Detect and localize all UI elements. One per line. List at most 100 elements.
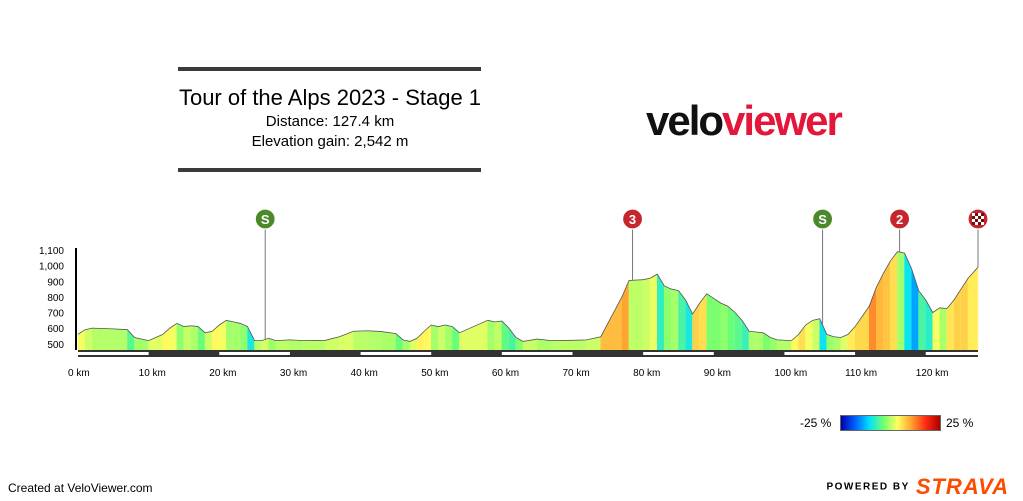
logo-part-viewer: viewer <box>722 97 843 144</box>
created-at-text[interactable]: Created at VeloViewer.com <box>8 481 153 495</box>
finish-flag-cell <box>975 222 978 225</box>
profile-segment <box>233 321 241 351</box>
profile-segment <box>819 318 828 351</box>
profile-segment <box>303 340 326 351</box>
profile-segment <box>600 296 623 351</box>
finish-flag-cell <box>978 222 981 225</box>
profile-segment <box>551 340 573 351</box>
distance-bar-stripe <box>219 352 290 355</box>
finish-flag-cell <box>978 213 981 216</box>
powered-by-strava[interactable]: POWERED BY STRAVA <box>826 474 1009 500</box>
sprint-marker-icon <box>811 208 834 230</box>
finish-flag-cell <box>975 216 978 219</box>
profile-segment <box>649 273 658 351</box>
profile-segment <box>423 324 432 351</box>
profile-segment <box>960 277 969 351</box>
profile-segment <box>734 311 743 351</box>
y-tick-label: 1,100 <box>39 246 64 257</box>
x-tick-label: 30 km <box>280 368 307 379</box>
x-axis-labels: 0 km 10 km 20 km 30 km 40 km 50 km 60 km 70 km 8… <box>68 368 949 379</box>
profile-segment <box>720 302 729 351</box>
distance-bar-stripe <box>78 352 149 355</box>
profile-segment <box>289 339 305 351</box>
x-tick-label: 120 km <box>916 368 949 379</box>
profile-segment <box>777 339 792 351</box>
profile-segment <box>438 324 446 351</box>
profile-segment <box>890 250 898 351</box>
profile-segment <box>664 285 672 351</box>
finish-flag-cell <box>978 219 981 222</box>
profile-segment <box>211 324 220 351</box>
profile-segment <box>77 329 86 351</box>
profile-segment <box>791 333 799 351</box>
profile-segment <box>254 340 262 351</box>
profile-segment <box>642 277 651 351</box>
profile-outline-line <box>77 251 979 342</box>
profile-segment <box>572 339 587 351</box>
profile-segment <box>275 339 291 351</box>
profile-segment <box>854 305 870 351</box>
x-tick-label: 80 km <box>633 368 660 379</box>
x-tick-label: 0 km <box>68 368 90 379</box>
veloviewer-logo: veloviewer <box>646 96 843 146</box>
profile-segment <box>939 307 948 351</box>
marker-label: 3 <box>629 212 636 227</box>
profile-segment <box>812 318 821 351</box>
legend-max-label: 25 % <box>946 416 974 430</box>
x-tick-label: 10 km <box>139 368 166 379</box>
x-tick-label: 70 km <box>563 368 590 379</box>
profile-segment <box>727 305 736 351</box>
distance-bar-stripe <box>643 352 714 355</box>
profile-segments <box>77 250 979 351</box>
profile-segment <box>84 327 93 351</box>
profile-segment <box>798 324 806 351</box>
profile-segment <box>713 297 722 351</box>
x-tick-label: 40 km <box>351 368 378 379</box>
profile-segment <box>967 266 979 351</box>
finish-flag-cell <box>972 222 975 225</box>
y-tick-label: 500 <box>47 340 64 351</box>
profile-segment <box>395 333 404 351</box>
distance-bar-stripe <box>360 352 432 355</box>
profile-segment <box>501 320 510 351</box>
profile-segment <box>240 323 248 351</box>
x-tick-label: 50 km <box>421 368 448 379</box>
finish-flag-cell <box>975 219 978 222</box>
profile-segment <box>671 288 679 351</box>
finish-flag-cell <box>975 213 978 216</box>
logo-part-velo: velo <box>646 97 724 144</box>
x-tick-label: 60 km <box>492 368 519 379</box>
profile-segment <box>113 328 128 351</box>
powered-by-text: POWERED BY <box>826 481 910 493</box>
profile-segment <box>918 289 926 351</box>
profile-segment <box>904 253 912 351</box>
y-tick-label: 600 <box>47 324 64 335</box>
x-tick-label: 20 km <box>209 368 236 379</box>
profile-segment <box>692 302 700 351</box>
profile-segment <box>508 327 517 351</box>
sprint-marker-icon <box>254 208 276 230</box>
profile-segment <box>91 327 114 351</box>
x-tick-label: 110 km <box>845 368 877 379</box>
y-axis: 500 600 700 800 900 1,000 1,100 <box>39 246 77 351</box>
stage-title: Tour of the Alps 2023 - Stage 1 <box>178 85 482 110</box>
y-tick-label: 1,000 <box>39 262 64 273</box>
profile-segment <box>755 331 764 351</box>
profile-outline <box>77 251 979 342</box>
x-tick-label: 90 km <box>704 368 731 379</box>
header-rule-top <box>178 67 481 71</box>
finish-flag-cell <box>981 219 984 222</box>
profile-segment <box>127 329 135 351</box>
profile-segment <box>748 330 757 351</box>
gradient-legend: -25 % 25 % <box>800 414 975 434</box>
profile-segment <box>367 330 383 351</box>
profile-segment <box>678 289 686 351</box>
finish-flag-cell <box>981 213 984 216</box>
profile-segment <box>487 320 496 351</box>
profile-segment <box>628 279 644 351</box>
profile-segment <box>621 280 630 351</box>
distance-bar-stripe <box>501 352 573 355</box>
finish-flag-cell <box>978 216 981 219</box>
y-tick-label: 700 <box>47 309 64 320</box>
